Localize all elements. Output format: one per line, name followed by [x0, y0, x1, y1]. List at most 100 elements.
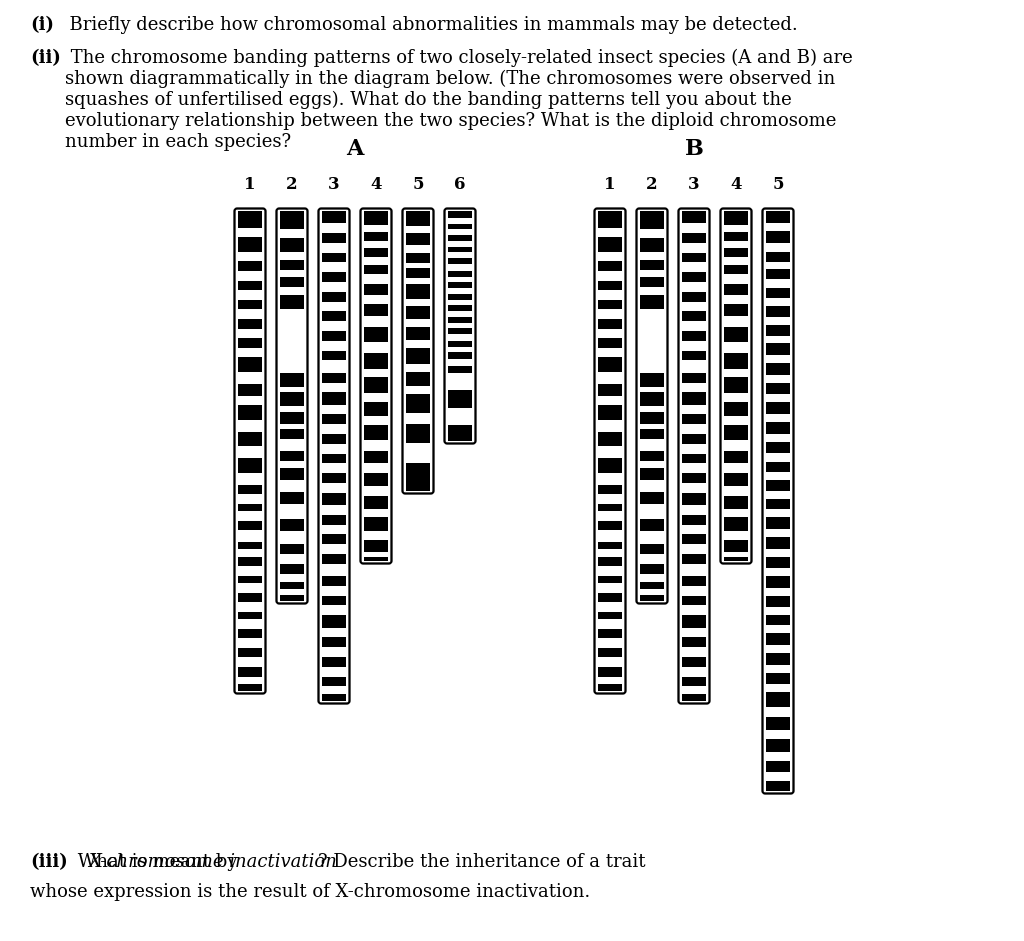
- Bar: [322, 554, 346, 564]
- Bar: [364, 496, 388, 508]
- Bar: [724, 540, 749, 552]
- Bar: [322, 211, 346, 223]
- Bar: [598, 319, 623, 328]
- Text: 1: 1: [245, 176, 256, 193]
- FancyBboxPatch shape: [276, 209, 307, 603]
- Bar: [598, 576, 623, 583]
- Bar: [766, 269, 791, 279]
- Bar: [682, 311, 707, 321]
- Text: 3: 3: [688, 176, 699, 193]
- Bar: [598, 432, 623, 446]
- FancyBboxPatch shape: [637, 209, 668, 603]
- Bar: [682, 392, 707, 405]
- Bar: [766, 673, 791, 684]
- Text: B: B: [685, 138, 703, 160]
- Bar: [447, 391, 472, 407]
- Bar: [682, 576, 707, 586]
- Bar: [238, 503, 262, 511]
- Bar: [598, 406, 623, 420]
- Bar: [682, 252, 707, 263]
- Bar: [682, 694, 707, 701]
- Text: 6: 6: [455, 176, 466, 193]
- Bar: [364, 424, 388, 440]
- Bar: [766, 596, 791, 607]
- FancyBboxPatch shape: [360, 209, 391, 564]
- Bar: [406, 211, 430, 227]
- Bar: [322, 414, 346, 424]
- Bar: [724, 232, 749, 241]
- Bar: [447, 211, 472, 218]
- Text: X-chromosome inactivation: X-chromosome inactivation: [88, 853, 337, 871]
- Bar: [322, 615, 346, 628]
- Bar: [724, 377, 749, 393]
- Bar: [322, 493, 346, 505]
- Bar: [238, 684, 262, 691]
- Bar: [598, 280, 623, 290]
- Bar: [238, 237, 262, 252]
- Bar: [682, 233, 707, 243]
- Bar: [598, 542, 623, 550]
- Bar: [322, 373, 346, 382]
- Text: whose expression is the result of X-chromosome inactivation.: whose expression is the result of X-chro…: [30, 883, 590, 901]
- Bar: [364, 473, 388, 486]
- Bar: [406, 348, 430, 363]
- Bar: [640, 469, 665, 480]
- Bar: [598, 612, 623, 619]
- Bar: [766, 653, 791, 664]
- Bar: [280, 260, 304, 269]
- Bar: [280, 545, 304, 554]
- Bar: [280, 595, 304, 601]
- Bar: [406, 463, 430, 491]
- Bar: [447, 341, 472, 346]
- Bar: [682, 677, 707, 686]
- Bar: [238, 647, 262, 658]
- Bar: [238, 542, 262, 550]
- Bar: [640, 595, 665, 601]
- Bar: [682, 434, 707, 444]
- Bar: [280, 582, 304, 589]
- Text: 5: 5: [772, 176, 783, 193]
- Bar: [766, 633, 791, 645]
- Bar: [766, 211, 791, 223]
- Bar: [766, 251, 791, 262]
- Bar: [598, 556, 623, 566]
- Bar: [280, 429, 304, 439]
- Text: 5: 5: [413, 176, 424, 193]
- Bar: [766, 423, 791, 434]
- Text: (iii): (iii): [30, 853, 68, 871]
- Bar: [280, 392, 304, 406]
- Bar: [364, 451, 388, 463]
- Bar: [724, 247, 749, 257]
- Bar: [724, 518, 749, 532]
- Bar: [598, 358, 623, 372]
- Text: Briefly describe how chromosomal abnormalities in mammals may be detected.: Briefly describe how chromosomal abnorma…: [58, 16, 798, 34]
- Bar: [322, 677, 346, 686]
- Bar: [447, 258, 472, 263]
- Bar: [364, 402, 388, 416]
- Bar: [640, 451, 665, 460]
- Bar: [598, 338, 623, 348]
- Bar: [364, 284, 388, 295]
- Bar: [238, 406, 262, 420]
- Bar: [322, 351, 346, 360]
- Bar: [766, 693, 791, 707]
- Bar: [682, 331, 707, 341]
- Bar: [766, 343, 791, 355]
- Bar: [406, 394, 430, 412]
- Bar: [406, 306, 430, 319]
- Bar: [766, 499, 791, 509]
- Bar: [724, 353, 749, 369]
- Bar: [322, 657, 346, 667]
- Text: 2: 2: [646, 176, 657, 193]
- Bar: [766, 363, 791, 375]
- Bar: [640, 392, 665, 406]
- Bar: [766, 325, 791, 336]
- Bar: [682, 292, 707, 302]
- Bar: [447, 247, 472, 252]
- Bar: [322, 473, 346, 483]
- Bar: [766, 442, 791, 454]
- Bar: [238, 593, 262, 602]
- Bar: [280, 238, 304, 252]
- Bar: [640, 373, 665, 387]
- Bar: [724, 473, 749, 486]
